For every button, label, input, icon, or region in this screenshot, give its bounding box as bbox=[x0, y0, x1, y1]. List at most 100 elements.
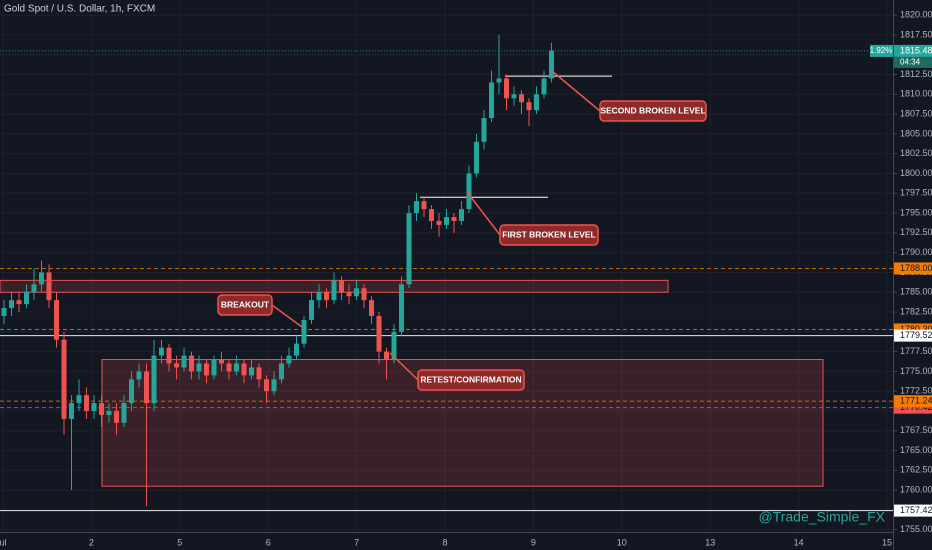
annotation-text: BREAKOUT bbox=[221, 299, 270, 309]
y-tick-label: 1807.50 bbox=[900, 108, 932, 118]
annotation-arrow bbox=[551, 70, 601, 112]
y-tick-label: 1810.00 bbox=[900, 89, 932, 99]
x-tick-label: 15 bbox=[882, 537, 892, 547]
candle-body bbox=[519, 94, 524, 103]
candle-body bbox=[114, 410, 119, 423]
candle-body bbox=[189, 355, 194, 372]
candle-body bbox=[406, 213, 412, 285]
candle-body bbox=[391, 331, 397, 360]
candle-body bbox=[541, 78, 547, 95]
candle-body bbox=[129, 379, 134, 404]
candle-body bbox=[204, 363, 209, 376]
candle-body bbox=[324, 292, 329, 301]
x-tick-label: 10 bbox=[617, 537, 627, 547]
price-label: 1815.48 bbox=[900, 45, 932, 55]
price-label: 1771.24 bbox=[900, 396, 932, 406]
candle-body bbox=[181, 355, 187, 368]
candle-body bbox=[31, 284, 37, 293]
candle-body bbox=[166, 347, 172, 364]
candle-body bbox=[24, 292, 29, 305]
annotation-text: SECOND BROKEN LEVEL bbox=[600, 105, 705, 115]
annotation-arrow bbox=[389, 352, 419, 381]
candle-body bbox=[474, 141, 479, 174]
x-tick-label: ul bbox=[0, 537, 7, 547]
candle-body bbox=[481, 118, 487, 142]
candle-body bbox=[286, 355, 292, 364]
candle-body bbox=[294, 343, 299, 356]
candle-body bbox=[99, 403, 104, 415]
candle-body bbox=[316, 292, 322, 301]
price-label-box bbox=[894, 504, 932, 517]
price-label-box bbox=[894, 329, 932, 342]
candle-body bbox=[234, 363, 239, 372]
y-tick-label: 1800.00 bbox=[900, 168, 932, 178]
candle-body bbox=[174, 363, 179, 368]
y-tick-label: 1785.00 bbox=[900, 287, 932, 297]
candle-body bbox=[309, 300, 314, 320]
candle-body bbox=[54, 300, 59, 340]
plot: BREAKOUT RETEST/CONFIRMATION FIRST BROKEN … bbox=[0, 34, 893, 512]
y-tick-label: 1817.50 bbox=[900, 29, 932, 39]
x-tick-label: 2 bbox=[89, 537, 94, 547]
x-tick-label: 9 bbox=[531, 537, 536, 547]
annotation-arrow bbox=[271, 304, 303, 328]
countdown-label: 04:34 bbox=[900, 58, 921, 67]
candle-body bbox=[459, 209, 464, 221]
annotation-box bbox=[499, 224, 599, 246]
candle-body bbox=[436, 220, 442, 225]
price-label: 1757.42 bbox=[900, 505, 932, 515]
annotation-text: FIRST BROKEN LEVEL bbox=[502, 229, 596, 239]
price-label: 1779.52 bbox=[900, 330, 932, 340]
candle-body bbox=[339, 280, 344, 293]
candle-body bbox=[106, 410, 112, 415]
annotation-text: RETEST/CONFIRMATION bbox=[420, 374, 521, 384]
countdown-box bbox=[894, 56, 932, 68]
candle-body bbox=[46, 272, 52, 301]
candle-body bbox=[121, 403, 127, 423]
y-tick-label: 1805.00 bbox=[900, 128, 932, 138]
y-tick-label: 1797.50 bbox=[900, 188, 932, 198]
price-label-box bbox=[894, 395, 932, 408]
candle-body bbox=[9, 300, 14, 309]
candle-body bbox=[526, 102, 532, 111]
price-label: 1780.30 bbox=[900, 324, 932, 334]
y-tick-label: 1772.50 bbox=[900, 386, 932, 396]
price-label-box bbox=[894, 262, 932, 275]
x-tick-label: 7 bbox=[354, 537, 359, 547]
y-tick-label: 1790.00 bbox=[900, 247, 932, 257]
annotation-box bbox=[599, 100, 707, 122]
candle-body bbox=[211, 359, 217, 376]
candle-body bbox=[61, 339, 67, 419]
candle-body bbox=[219, 359, 224, 364]
y-tick-label: 1760.00 bbox=[900, 485, 932, 495]
y-tick-label: 1777.50 bbox=[900, 346, 932, 356]
y-tick-label: 1792.50 bbox=[900, 227, 932, 237]
candle-body bbox=[196, 363, 202, 372]
candle-body bbox=[159, 347, 164, 356]
x-tick-label: 13 bbox=[705, 537, 715, 547]
candle-body bbox=[226, 363, 232, 372]
candle-body bbox=[39, 272, 44, 285]
annotation-arrow bbox=[466, 191, 501, 236]
price-label-box bbox=[894, 44, 932, 57]
x-tick-label: 8 bbox=[442, 537, 447, 547]
chart-title: Gold Spot / U.S. Dollar, 1h, FXCM bbox=[4, 4, 155, 15]
candle-body bbox=[504, 78, 509, 99]
candle-body bbox=[511, 94, 517, 99]
candle-body bbox=[534, 94, 539, 111]
candle-body bbox=[346, 292, 352, 297]
y-tick-label: 1775.00 bbox=[900, 366, 932, 376]
candle-body bbox=[136, 371, 142, 380]
candle-body bbox=[361, 288, 367, 301]
candle-body bbox=[496, 78, 502, 83]
candle-body bbox=[549, 50, 554, 79]
x-tick-label: 14 bbox=[794, 537, 804, 547]
candle-body bbox=[451, 217, 457, 221]
change-label: 1.92% bbox=[870, 46, 893, 55]
change-box bbox=[870, 44, 893, 57]
candle-body bbox=[489, 82, 494, 119]
y-tick-label: 1802.50 bbox=[900, 148, 932, 158]
candle-body bbox=[256, 367, 262, 380]
